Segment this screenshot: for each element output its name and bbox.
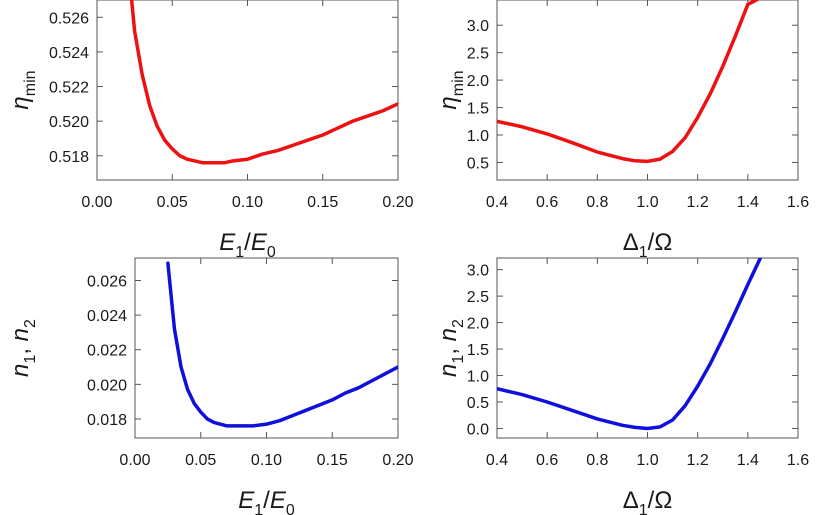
y-tick-label: 2.0 <box>467 316 489 333</box>
plot-p4: 0.4 0.6 0.8 1.0 1.2 1.4 1.6 0.0 0.5 1.0 1.5 2.0 2.5 3… <box>435 257 809 515</box>
y-tick-label: 0.518 <box>49 149 89 166</box>
y-tick-label: 1.5 <box>467 101 489 118</box>
plot-p1: 0.00 0.05 0.10 0.15 0.20 0.518 0.520 0.522 0.524… <box>7 0 414 261</box>
series-line <box>166 261 398 428</box>
x-tick-label: 0.05 <box>185 452 216 469</box>
y-tick-label: 1.5 <box>467 342 489 359</box>
x-tick-label: 0.8 <box>586 452 608 469</box>
x-axis-label: Δ1/Ω <box>623 487 673 515</box>
y-tick-label: 0.5 <box>467 155 489 172</box>
plot-frame <box>96 0 399 181</box>
series-line <box>497 258 763 431</box>
x-tick-label: 0.05 <box>157 194 188 211</box>
x-tick-label: 0.10 <box>251 452 282 469</box>
x-tick-label: 0.15 <box>317 452 348 469</box>
x-tick-label: 1.0 <box>636 452 658 469</box>
y-tick-label: 3.0 <box>467 263 489 280</box>
plot-p2: 0.4 0.6 0.8 1.0 1.2 1.4 1.6 0.5 1.0 1.5 2.0 2.5 3.0 Δ… <box>435 0 809 261</box>
y-tick-label: 0.520 <box>49 114 89 131</box>
y-tick-label: 0.022 <box>87 343 127 360</box>
x-axis-label: Δ1/Ω <box>623 229 673 261</box>
y-tick-label: 2.5 <box>467 46 489 63</box>
x-tick-label: 0.10 <box>232 194 263 211</box>
x-tick-label: 0.4 <box>486 194 508 211</box>
x-tick-label: 0.6 <box>536 452 558 469</box>
y-tick-label: 2.0 <box>467 73 489 90</box>
y-axis-label: ηmin <box>435 70 467 109</box>
x-tick-label: 1.4 <box>737 452 759 469</box>
series-line <box>497 0 760 164</box>
x-tick-label: 0.4 <box>486 452 508 469</box>
plot-p3: 0.00 0.05 0.10 0.15 0.20 0.018 0.020 0.022 0.024… <box>7 257 414 515</box>
x-tick-label: 1.2 <box>687 452 709 469</box>
y-tick-label: 0.018 <box>87 412 127 429</box>
y-axis-label: ηmin <box>7 70 39 109</box>
y-tick-label: 2.5 <box>467 289 489 306</box>
y-tick-label: 0.522 <box>49 80 89 97</box>
y-tick-label: 0.524 <box>49 45 89 62</box>
x-tick-label: 1.4 <box>737 194 759 211</box>
x-tick-label: 1.6 <box>787 194 809 211</box>
y-tick-label: 1.0 <box>467 369 489 386</box>
y-tick-label: 0.0 <box>467 421 489 438</box>
y-tick-label: 0.024 <box>87 308 127 325</box>
x-tick-label: 0.15 <box>307 194 338 211</box>
y-tick-label: 0.526 <box>49 10 89 27</box>
y-tick-label: 0.020 <box>87 377 127 394</box>
y-tick-label: 0.026 <box>87 274 127 291</box>
x-tick-label: 0.8 <box>586 194 608 211</box>
x-tick-label: 0.00 <box>119 452 150 469</box>
x-tick-label: 0.20 <box>382 194 413 211</box>
y-axis-label: n1, n2 <box>7 319 39 377</box>
x-tick-label: 1.2 <box>687 194 709 211</box>
y-tick-label: 0.5 <box>467 395 489 412</box>
x-tick-label: 0.20 <box>382 452 413 469</box>
x-axis-label: E1/E0 <box>219 229 276 261</box>
plot-frame <box>496 0 799 181</box>
x-tick-label: 1.0 <box>636 194 658 211</box>
x-tick-label: 0.00 <box>81 194 112 211</box>
y-tick-label: 3.0 <box>467 18 489 35</box>
x-tick-label: 0.6 <box>536 194 558 211</box>
y-axis-label: n1, n2 <box>435 319 467 377</box>
y-tick-label: 1.0 <box>467 128 489 145</box>
series-line <box>129 0 398 165</box>
plot-frame <box>496 257 799 439</box>
plot-frame <box>134 257 399 439</box>
x-tick-label: 1.6 <box>787 452 809 469</box>
x-axis-label: E1/E0 <box>238 487 295 515</box>
